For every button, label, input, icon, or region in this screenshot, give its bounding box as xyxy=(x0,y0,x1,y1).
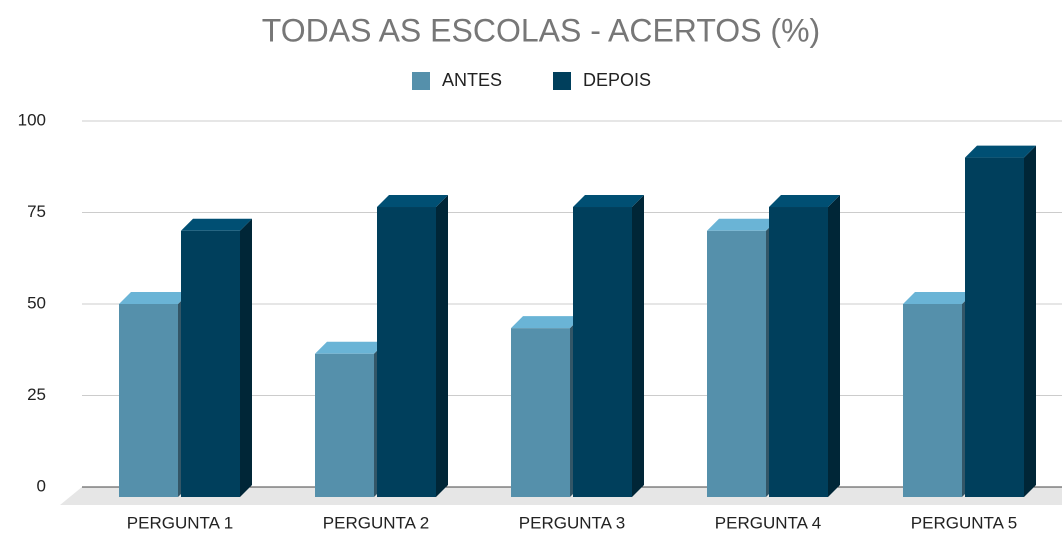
bar-top xyxy=(769,195,840,208)
bar-front xyxy=(315,353,374,497)
bar xyxy=(511,316,582,497)
bar xyxy=(377,195,448,497)
bar-side xyxy=(1024,145,1036,497)
x-tick-label: PERGUNTA 2 xyxy=(323,513,429,532)
x-tick-label: PERGUNTA 3 xyxy=(519,513,625,532)
bar-side xyxy=(240,218,252,498)
bar-front xyxy=(769,207,828,497)
bar-front xyxy=(573,207,632,497)
y-tick-label: 100 xyxy=(18,110,46,129)
bar xyxy=(707,218,778,498)
bar xyxy=(181,218,252,498)
bar xyxy=(903,292,974,497)
bar-top xyxy=(315,341,386,354)
x-tick-label: PERGUNTA 1 xyxy=(127,513,233,532)
legend-label: DEPOIS xyxy=(583,70,651,90)
y-tick-label: 75 xyxy=(27,202,46,221)
bar-front xyxy=(181,230,240,498)
legend-swatch xyxy=(553,72,571,90)
y-tick-label: 50 xyxy=(27,293,46,312)
bar-top xyxy=(511,316,582,329)
bar-top xyxy=(707,218,778,231)
bar-top xyxy=(965,145,1036,158)
bar-top xyxy=(119,292,190,304)
bar-side xyxy=(828,195,840,497)
bar-top xyxy=(377,195,448,208)
bar xyxy=(119,292,190,497)
y-tick-label: 0 xyxy=(37,476,46,495)
bar xyxy=(315,341,386,497)
bar-front xyxy=(903,304,962,497)
bar xyxy=(965,145,1036,497)
bar-front xyxy=(377,207,436,497)
legend-label: ANTES xyxy=(442,70,502,90)
bar-front xyxy=(965,157,1024,497)
bar xyxy=(573,195,644,497)
bar-front xyxy=(707,230,766,498)
bar-side xyxy=(436,195,448,497)
bar-top xyxy=(181,218,252,231)
x-tick-label: PERGUNTA 4 xyxy=(715,513,821,532)
bar-side xyxy=(632,195,644,497)
bar-front xyxy=(511,328,570,497)
bar-front xyxy=(119,304,178,497)
chart-title: TODAS AS ESCOLAS - ACERTOS (%) xyxy=(262,12,820,48)
bar-top xyxy=(903,292,974,304)
x-tick-label: PERGUNTA 5 xyxy=(911,513,1017,532)
legend-swatch xyxy=(412,72,430,90)
y-tick-label: 25 xyxy=(27,385,46,404)
bar-top xyxy=(573,195,644,208)
bar xyxy=(769,195,840,497)
